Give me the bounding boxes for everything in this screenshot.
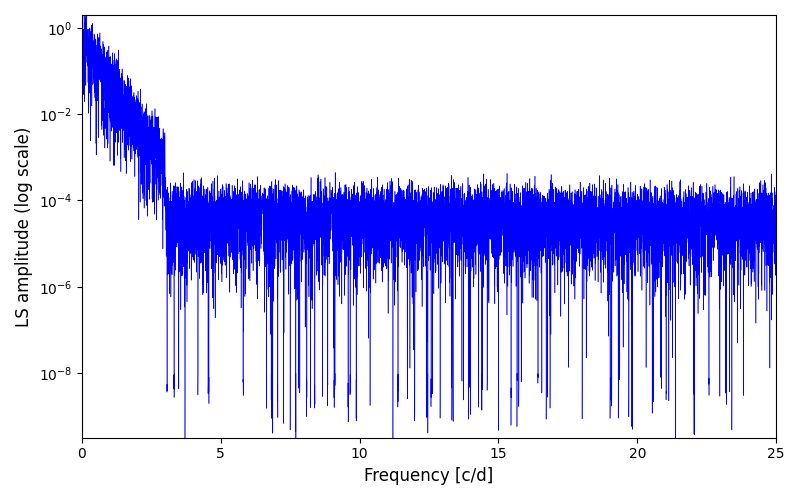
X-axis label: Frequency [c/d]: Frequency [c/d] xyxy=(364,467,494,485)
Y-axis label: LS amplitude (log scale): LS amplitude (log scale) xyxy=(15,126,33,326)
